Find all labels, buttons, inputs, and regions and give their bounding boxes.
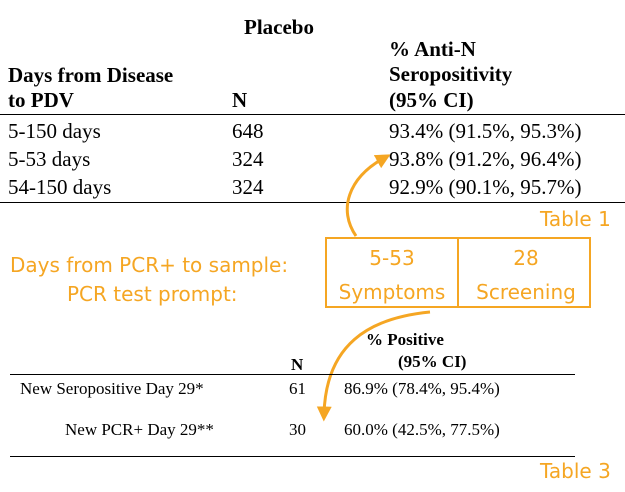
screening-box-days: 28 [513, 246, 539, 270]
symptoms-box-prompt: Symptoms [338, 280, 446, 304]
table3-pct-header-line2: (95% CI) [398, 352, 467, 371]
table1-row-pct: 92.9% (90.1%, 95.7%) [389, 175, 582, 199]
arrow-to-table3-icon [316, 310, 431, 422]
table3-row-n: 61 [289, 379, 306, 398]
arrow-to-table1-icon [345, 154, 391, 237]
mapping-label-days: Days from PCR+ to sample: [10, 253, 289, 277]
table1-row-n: 324 [232, 175, 264, 199]
screening-box [457, 237, 591, 308]
table1-row-n: 648 [232, 119, 264, 143]
table1-row-pct: 93.4% (91.5%, 95.3%) [389, 119, 582, 143]
table1-row-pct: 93.8% (91.2%, 96.4%) [389, 147, 582, 171]
table1-header-rule [0, 114, 625, 115]
table3-row-n: 30 [289, 420, 306, 439]
table3-row-pct: 86.9% (78.4%, 95.4%) [344, 379, 500, 398]
table3-pct-header-line1: % Positive [366, 330, 444, 349]
table1-caption: Table 1 [540, 207, 611, 231]
table3-row-label: New PCR+ Day 29** [65, 420, 214, 439]
table1-col2-header: N [232, 88, 248, 112]
table3-bottom-rule [10, 456, 575, 457]
table1-col3-header-line2: Seropositivity [389, 62, 513, 86]
table1-group-header: Placebo [244, 15, 314, 39]
table3-caption: Table 3 [540, 459, 611, 483]
table3-header-rule [10, 374, 575, 375]
mapping-label-prompt: PCR test prompt: [67, 282, 238, 306]
table1-col3-header-line3: (95% CI) [389, 88, 474, 112]
table1-col1-header-line1: Days from Disease [8, 63, 174, 87]
table1-row-days: 5-150 days [8, 119, 101, 143]
table1-col1-header-line2: to PDV [8, 88, 74, 112]
table1-col3-header-line1: % Anti-N [389, 37, 476, 61]
table3-row-pct: 60.0% (42.5%, 77.5%) [344, 420, 500, 439]
table1-row-days: 5-53 days [8, 147, 91, 171]
table3-n-header: N [291, 355, 304, 374]
table1-row-days: 54-150 days [8, 175, 112, 199]
table1-bottom-rule [0, 202, 625, 203]
table3-row-label: New Seropositive Day 29* [20, 379, 204, 398]
symptoms-box-days: 5-53 [369, 246, 415, 270]
table1-row-n: 324 [232, 147, 264, 171]
screening-box-prompt: Screening [476, 280, 576, 304]
